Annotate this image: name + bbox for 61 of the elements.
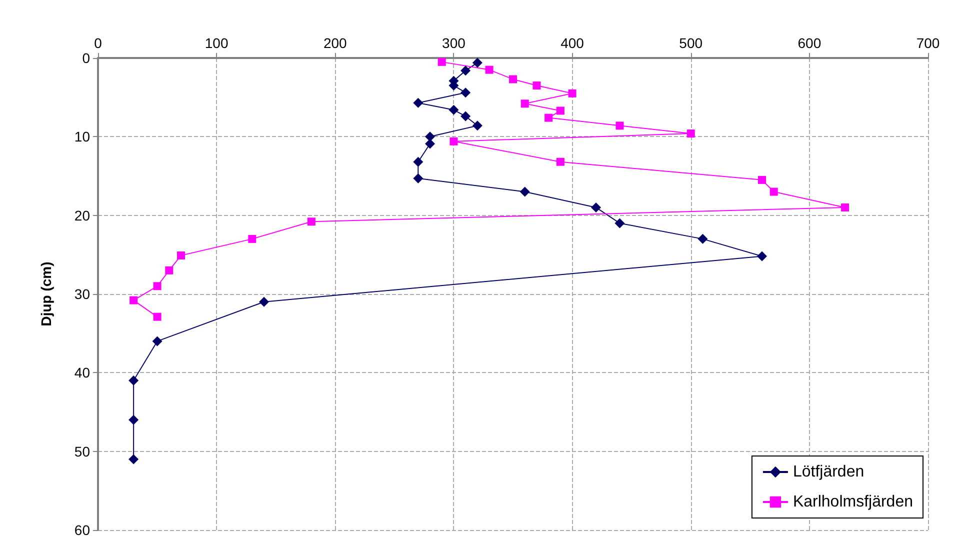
point	[413, 98, 424, 108]
point	[485, 66, 494, 74]
point	[472, 58, 482, 68]
x-tick-label: 400	[560, 35, 584, 51]
x-tick-label: 500	[679, 35, 703, 51]
point	[556, 158, 564, 166]
y-axis-title: Djup (cm)	[38, 262, 54, 326]
point	[438, 58, 446, 66]
point	[259, 296, 269, 307]
point	[153, 312, 162, 321]
point	[757, 251, 767, 262]
x-tick-label: 200	[323, 35, 348, 51]
x-tick-label: 300	[442, 35, 466, 51]
point	[130, 296, 138, 304]
point	[152, 336, 162, 346]
point	[532, 82, 541, 90]
x-tick-label: 100	[204, 35, 228, 51]
point	[460, 88, 471, 98]
point	[128, 414, 139, 425]
legend-label: Karlholmsfjärden	[792, 494, 914, 510]
point	[448, 104, 459, 115]
point	[128, 376, 139, 386]
point	[686, 130, 695, 138]
point	[841, 203, 849, 212]
x-tick-label: 700	[916, 35, 940, 51]
legend-label: Lötfjärden	[792, 464, 864, 480]
point	[591, 202, 601, 212]
x-tick-label: 600	[798, 35, 822, 51]
point	[165, 266, 174, 274]
point	[770, 188, 778, 196]
y-tick-label: 40	[74, 364, 90, 381]
y-tick-label: 20	[74, 207, 90, 224]
y-tick-label: 0	[82, 50, 90, 66]
point	[614, 218, 625, 228]
point	[520, 186, 530, 197]
point	[153, 282, 162, 290]
point	[425, 138, 435, 149]
point	[509, 75, 517, 84]
point	[568, 89, 576, 98]
point	[413, 173, 424, 184]
point	[128, 454, 139, 464]
point	[544, 114, 553, 122]
point	[460, 111, 471, 122]
point	[248, 234, 256, 243]
point	[520, 100, 529, 108]
point	[413, 156, 424, 167]
point	[425, 132, 435, 142]
point	[472, 120, 482, 131]
y-tick-label: 10	[74, 128, 90, 145]
point	[616, 122, 624, 130]
point	[177, 251, 185, 260]
y-tick-label: 60	[74, 522, 90, 538]
x-tick-label: 0	[94, 35, 102, 51]
point	[758, 176, 766, 184]
point	[698, 234, 708, 244]
y-tick-label: 50	[74, 443, 90, 460]
y-tick-label: 30	[74, 286, 90, 302]
point	[460, 66, 471, 76]
point	[556, 106, 564, 115]
point	[450, 137, 458, 146]
point	[307, 218, 316, 226]
